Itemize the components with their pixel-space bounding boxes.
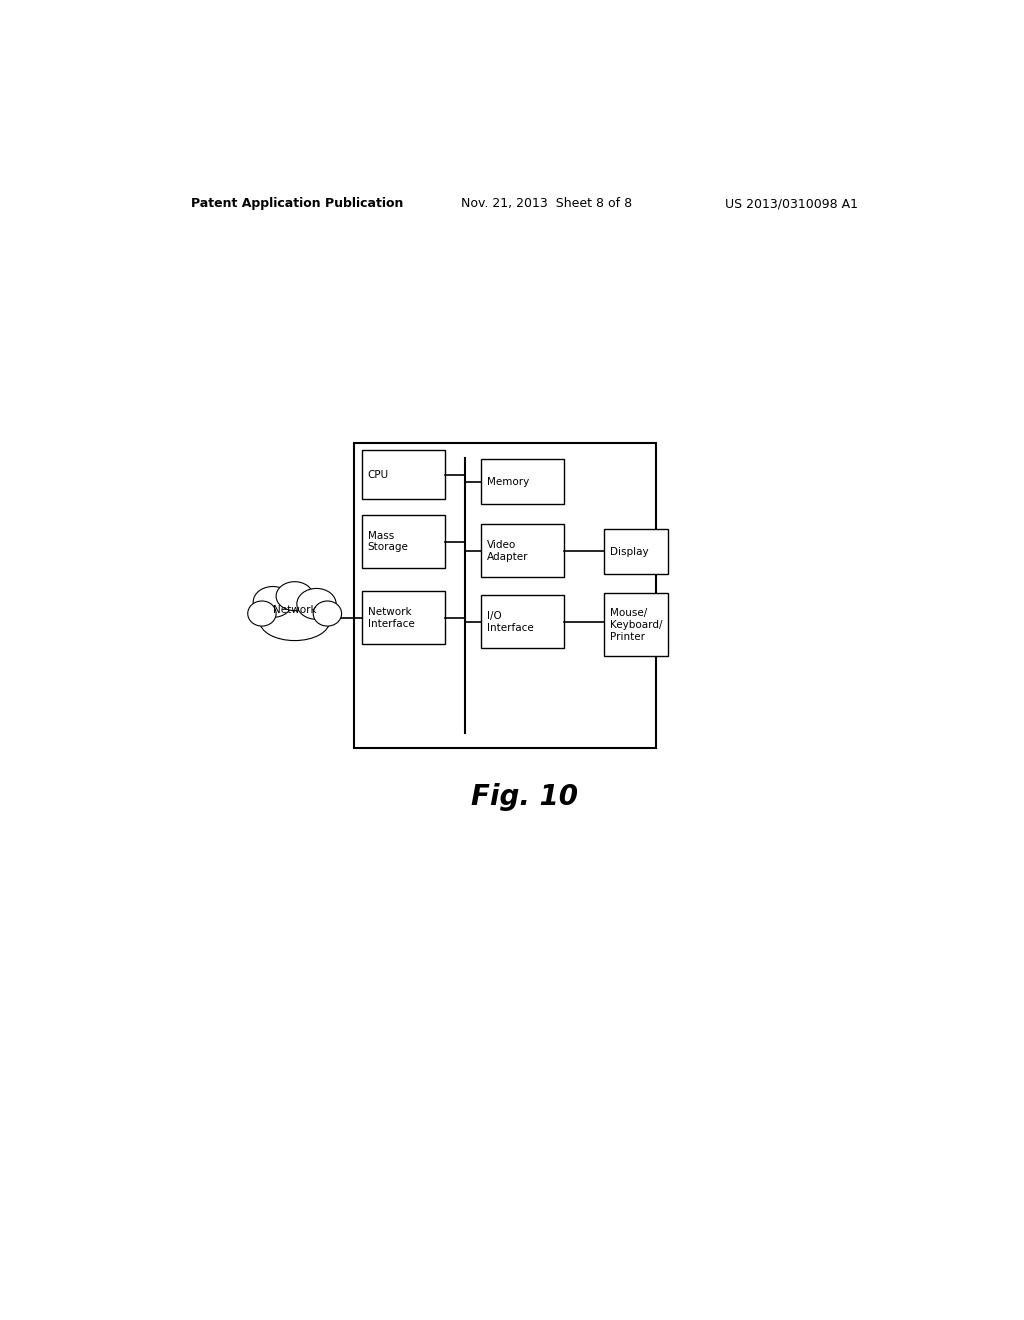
FancyBboxPatch shape [604, 529, 668, 574]
FancyBboxPatch shape [481, 459, 564, 504]
Text: Network: Network [272, 605, 316, 615]
Text: Video
Adapter: Video Adapter [486, 540, 528, 561]
FancyBboxPatch shape [604, 594, 668, 656]
Text: Mass
Storage: Mass Storage [368, 531, 409, 552]
FancyBboxPatch shape [481, 595, 564, 648]
Text: I/O
Interface: I/O Interface [486, 611, 534, 632]
Text: Network
Interface: Network Interface [368, 607, 415, 628]
Text: Fig. 10: Fig. 10 [471, 784, 579, 812]
Text: Patent Application Publication: Patent Application Publication [191, 197, 403, 210]
Text: Memory: Memory [486, 477, 529, 487]
Text: Mouse/
Keyboard/
Printer: Mouse/ Keyboard/ Printer [609, 609, 663, 642]
FancyBboxPatch shape [362, 515, 445, 568]
Text: CPU: CPU [368, 470, 389, 479]
Text: US 2013/0310098 A1: US 2013/0310098 A1 [725, 197, 858, 210]
Ellipse shape [260, 602, 330, 640]
FancyBboxPatch shape [362, 450, 445, 499]
Ellipse shape [248, 601, 276, 626]
Text: Display: Display [609, 546, 648, 557]
FancyBboxPatch shape [362, 591, 445, 644]
Ellipse shape [297, 589, 336, 619]
Ellipse shape [253, 586, 293, 618]
Ellipse shape [276, 582, 313, 611]
FancyBboxPatch shape [481, 524, 564, 577]
Ellipse shape [313, 601, 342, 626]
Text: Nov. 21, 2013  Sheet 8 of 8: Nov. 21, 2013 Sheet 8 of 8 [461, 197, 633, 210]
